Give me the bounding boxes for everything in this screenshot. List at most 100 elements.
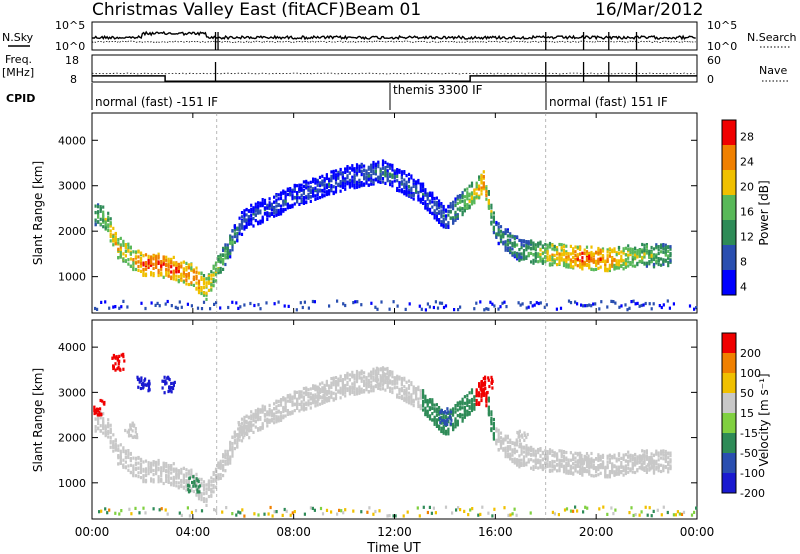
power-cell (337, 174, 340, 178)
velocity-cell (132, 472, 135, 476)
power-cell (341, 176, 344, 180)
velocity-cell (527, 452, 530, 456)
velocity-cell (463, 412, 466, 416)
velocity-cell (466, 413, 469, 417)
power-cell (257, 303, 260, 307)
velocity-cell (433, 422, 436, 426)
velocity-cell (122, 447, 125, 451)
velocity-cell (569, 451, 572, 455)
cpid-segment-2: themis 3300 IF (393, 83, 483, 97)
velocity-cell (428, 417, 432, 421)
velocity-cell (210, 476, 213, 480)
velocity-cell (588, 458, 591, 462)
power-cell (240, 211, 244, 215)
velocity-cell (461, 402, 464, 406)
power-cell (490, 212, 493, 216)
power-cell (641, 250, 644, 254)
velocity-cell (193, 481, 196, 485)
power-cell (117, 256, 120, 260)
velocity-cell (497, 439, 500, 443)
power-cell (353, 173, 356, 177)
power-cell (200, 275, 203, 280)
colorbar-swatch (722, 220, 736, 245)
velocity-cell (172, 462, 175, 466)
velocity-cell (99, 407, 102, 411)
power-cell (410, 192, 413, 196)
power-cell (412, 178, 415, 182)
velocity-cell (481, 390, 484, 394)
power-cell (470, 181, 474, 185)
velocity-cell (398, 391, 401, 395)
power-cell (466, 194, 469, 199)
power-cell (122, 299, 125, 303)
power-cell (567, 257, 570, 261)
velocity-cell (115, 355, 118, 359)
power-cell (664, 253, 667, 257)
power-cell (365, 175, 368, 179)
velocity-cell (152, 460, 155, 465)
velocity-cell (137, 461, 140, 465)
power-cell (296, 200, 299, 204)
velocity-cell (114, 442, 117, 446)
power-cell (245, 213, 248, 217)
velocity-cell (624, 468, 627, 472)
velocity-cell (270, 414, 273, 418)
velocity-cell (236, 438, 239, 442)
velocity-cell (284, 414, 287, 418)
power-cell (480, 186, 483, 190)
power-cell (266, 203, 269, 207)
power-cell (224, 246, 227, 250)
velocity-cell (197, 477, 201, 481)
power-cell (381, 163, 385, 167)
velocity-cell (200, 495, 203, 499)
velocity-cell (106, 511, 109, 515)
velocity-cell (214, 485, 218, 489)
velocity-cell (532, 453, 535, 457)
power-cell (417, 190, 420, 195)
velocity-cell (172, 383, 175, 387)
velocity-cell (109, 439, 112, 443)
power-cell (539, 248, 542, 252)
power-cell (190, 266, 193, 270)
power-cell (560, 246, 563, 250)
power-cell (360, 173, 363, 177)
velocity-cell (588, 469, 591, 473)
power-cell (506, 229, 509, 234)
power-cell (355, 163, 359, 167)
velocity-cell (307, 401, 310, 405)
velocity-cell (273, 407, 276, 411)
velocity-cell (372, 387, 375, 391)
power-cell (572, 247, 575, 251)
power-cell (252, 210, 255, 214)
velocity-cell (131, 429, 134, 433)
power-cell (202, 274, 206, 278)
velocity-cell (466, 401, 469, 405)
velocity-cell (132, 464, 135, 468)
power-cell (374, 305, 377, 309)
power-cell (167, 262, 170, 266)
power-cell (355, 171, 359, 175)
velocity-cell (482, 390, 485, 395)
power-cell (586, 304, 589, 308)
velocity-cell (643, 467, 646, 472)
power-cell (525, 306, 528, 310)
velocity-cell (298, 394, 301, 398)
velocity-cell (631, 470, 634, 474)
velocity-cell (353, 373, 356, 377)
power-cell (482, 170, 485, 174)
power-cell (155, 259, 158, 263)
power-cell (391, 175, 394, 179)
power-cell (565, 263, 568, 267)
power-cell (468, 184, 471, 188)
power-cell (482, 187, 485, 191)
power-cell (652, 257, 656, 262)
velocity-cell (655, 451, 658, 455)
velocity-cell (257, 408, 260, 412)
power-cell (348, 183, 351, 187)
power-cell (435, 196, 438, 200)
velocity-cell (112, 445, 115, 449)
velocity-cell (375, 373, 378, 377)
velocity-cell (222, 474, 225, 478)
velocity-cell (480, 398, 483, 403)
power-cell (374, 169, 377, 174)
